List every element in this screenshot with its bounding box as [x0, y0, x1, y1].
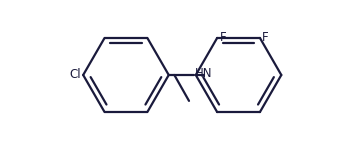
Text: Cl: Cl: [70, 69, 81, 81]
Text: F: F: [219, 32, 226, 44]
Text: F: F: [262, 32, 269, 44]
Text: HN: HN: [195, 67, 212, 80]
